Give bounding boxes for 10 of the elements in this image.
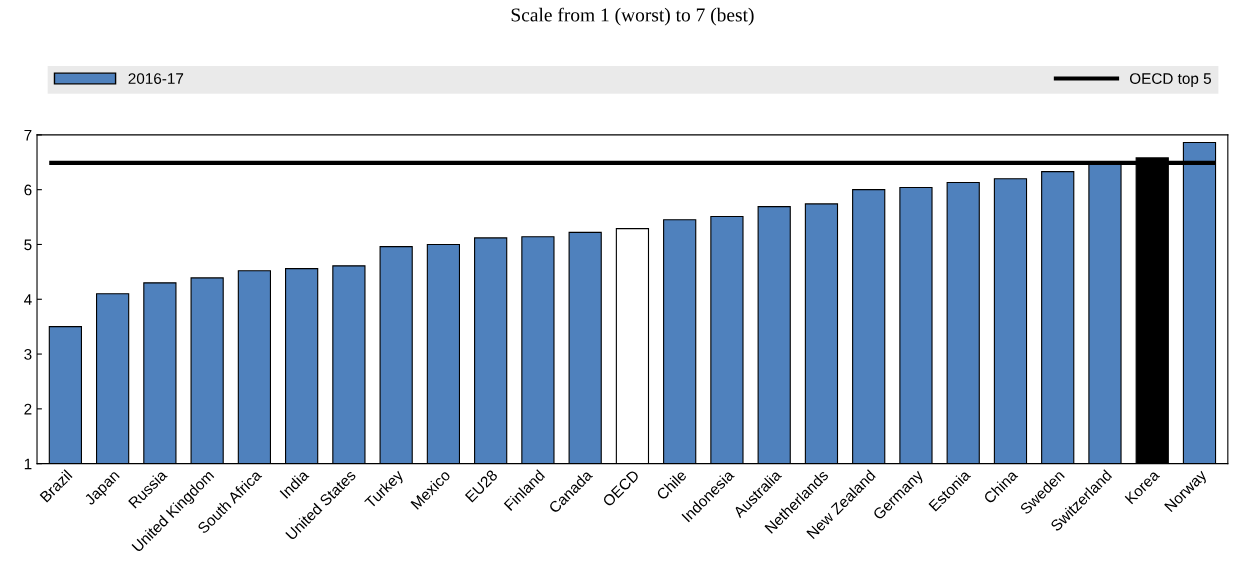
chart-title: Scale from 1 (worst) to 7 (best) [511, 7, 754, 26]
y-tick-label: 5 [24, 239, 32, 251]
legend-label: 2016-17 [128, 73, 184, 84]
legend-label: OECD top 5 [1129, 73, 1211, 87]
y-tick-label: 2 [24, 403, 32, 415]
y-tick-label: 6 [24, 184, 32, 196]
y-tick-label: 3 [24, 348, 32, 360]
y-tick-label: 4 [24, 294, 32, 305]
y-tick-label: 1 [24, 458, 32, 470]
y-tick-label: 7 [24, 129, 32, 141]
